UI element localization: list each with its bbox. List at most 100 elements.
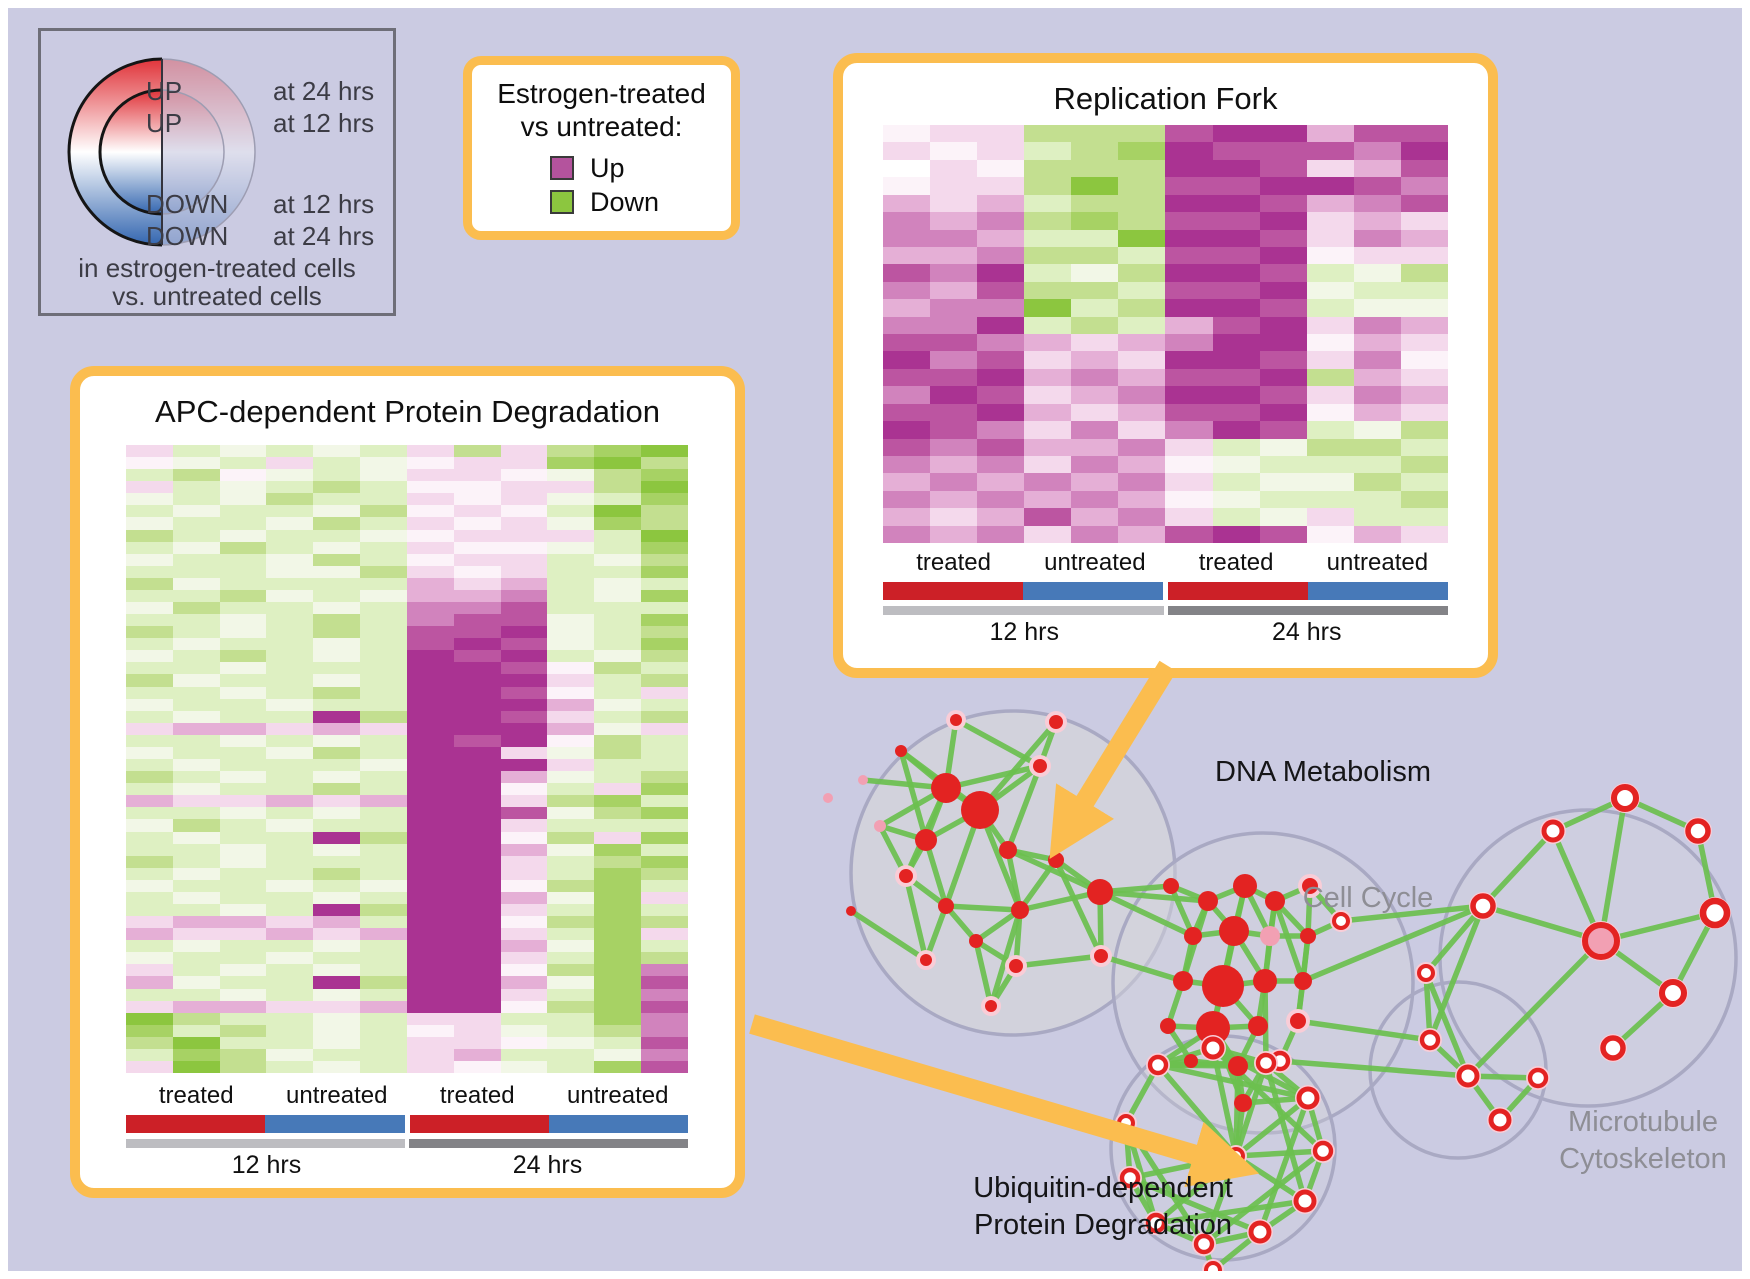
gene-node [1600,1035,1626,1061]
heatmap-cell [219,541,267,554]
heatmap-cell [126,843,173,856]
heatmap-cell [594,553,642,566]
gene-node [1202,965,1244,1007]
heatmap-row [126,517,688,530]
treated-bar [409,1115,549,1133]
heatmap-cell [453,529,501,542]
heatmap-cell [547,589,595,603]
heatmap-cell [594,1024,642,1037]
heatmap-cell [126,759,173,772]
heatmap-cell [547,867,595,880]
heatmap-cell [547,964,595,977]
heatmap-cell [313,843,361,856]
heatmap-cell [266,831,314,844]
heatmap-cell [977,125,1025,143]
heatmap-cell [930,490,978,509]
heatmap-cell [594,879,642,892]
heatmap-cell [977,299,1025,317]
updown-circles-graphic [67,57,256,247]
heatmap-cell [883,229,931,247]
heatmap-cell [1071,334,1119,352]
network-edge [1155,1025,1216,1068]
heatmap-cell [641,577,688,590]
heatmap-cell [1024,525,1072,544]
heatmap-cell [126,662,173,675]
heatmap-cell [1400,316,1448,335]
heatmap-cell [360,903,407,917]
heatmap-cell [266,722,314,735]
network-edge [943,903,979,944]
heatmap-cell [406,722,454,735]
heatmap-cell [883,473,931,491]
time-bars [126,1139,688,1148]
heatmap-cell [126,565,173,578]
network-edge [1295,978,1306,1024]
heatmap-cell [641,903,688,917]
heatmap-cell [547,734,595,747]
network-edge [877,823,909,879]
heatmap-cell [1071,264,1119,282]
heatmap-cell [360,614,407,627]
heatmap-cell [641,831,688,844]
heatmap-cell [594,1000,642,1013]
heatmap-cell [453,1024,501,1037]
gene-node [1184,927,1202,945]
heatmap-cell [219,819,267,832]
heatmap-cell [313,710,361,723]
heatmap-cell [1259,299,1307,317]
heatmap-cell [500,891,548,904]
apc-panel-title: APC-dependent Protein Degradation [155,394,660,429]
heatmap-cell [1259,316,1307,335]
heatmap-cell [219,771,267,784]
heatmap-cell [219,722,267,735]
heatmap-cell [977,438,1025,457]
heatmap-cell [406,903,454,917]
heatmap-cell [172,976,220,989]
heatmap-cell [219,807,267,820]
heatmap-cell [219,746,267,760]
condition-label: untreated [1326,549,1429,576]
heatmap-cell [126,589,173,603]
heatmap-row [883,177,1448,195]
heatmap-cell [500,517,548,530]
heatmap-row [126,710,688,723]
network-edge [1190,928,1237,939]
heatmap-cell [313,517,361,530]
heatmap-cell [360,529,407,542]
heatmap-cell [930,473,978,491]
heatmap-cell [219,698,267,711]
heatmap-cell [547,517,595,530]
heatmap-cell [500,964,548,977]
gene-node [1227,1147,1245,1165]
heatmap-cell [406,445,454,458]
heatmap-cell [930,368,978,387]
network-edge [1695,828,1718,916]
heatmap-cell [594,746,642,760]
heatmap-cell [172,553,220,566]
heatmap-cell [219,650,267,663]
heatmap-cell [126,1000,173,1013]
heatmap-cell [172,505,220,518]
heatmap-cell [1353,368,1401,387]
heatmap-cell [594,952,642,965]
heatmap-cell [172,710,220,723]
updown-time: at 12 hrs [273,189,375,219]
heatmap-cell [641,553,688,566]
heatmap-cell [977,229,1025,247]
heatmap-row [126,819,688,832]
heatmap-cell [313,529,361,542]
heatmap-cell [360,565,407,578]
gene-node [1685,818,1711,844]
heatmap-cell [1353,229,1401,247]
heatmap-cell [172,746,220,760]
heatmap-cell [641,783,688,796]
network-edge [1210,1025,1246,1106]
heatmap-row [126,1036,688,1049]
heatmap-cell [1118,525,1166,544]
replication-fork-panel: Replication Fork treated untreated treat… [833,53,1498,678]
node-halo [1455,1063,1481,1089]
cluster-label: DNA Metabolism [1158,754,1488,791]
heatmap-cell [172,1000,220,1013]
heatmap-cell [126,457,173,470]
heatmap-cell [313,795,361,808]
